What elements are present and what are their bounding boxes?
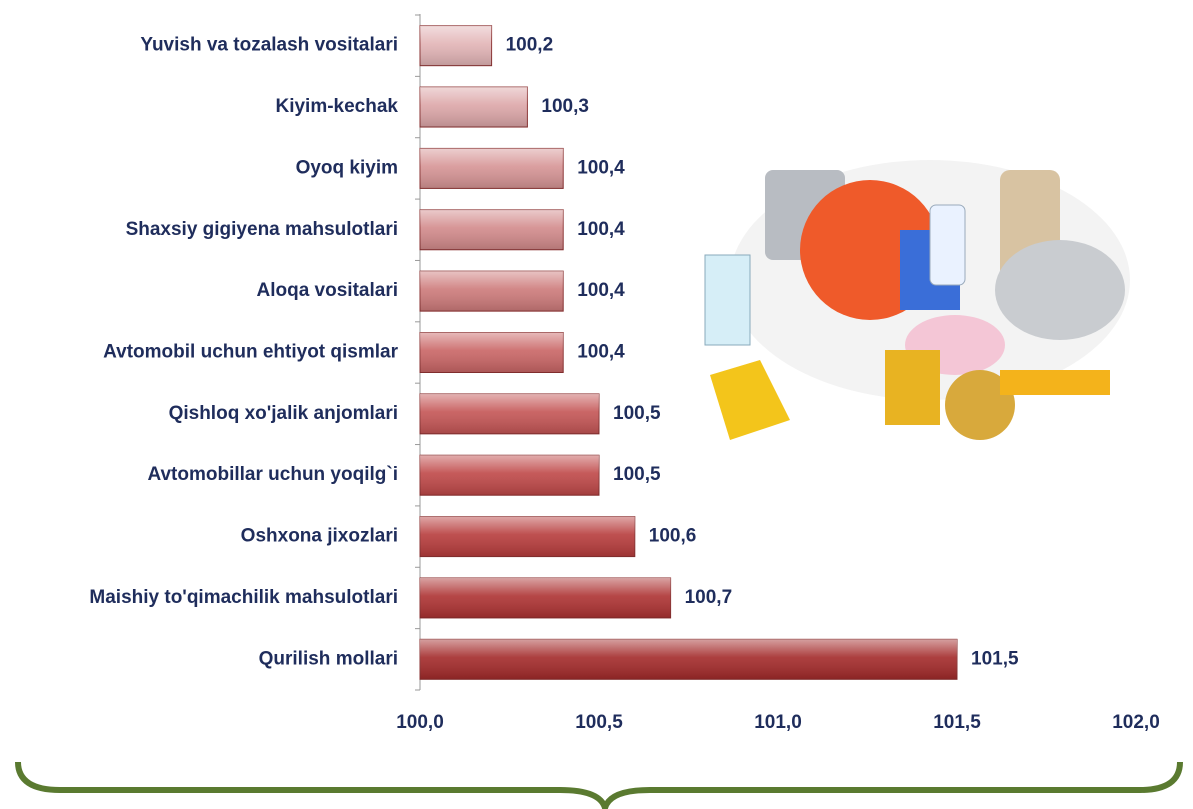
value-label: 100,4: [577, 157, 625, 178]
value-label: 100,3: [541, 96, 589, 117]
product-illustration: [704, 160, 1130, 440]
bar-shine: [420, 393, 599, 434]
y-tick-label: Qishloq xo'jalik anjomlari: [169, 403, 398, 424]
y-tick-label: Oshxona jixozlari: [241, 526, 398, 547]
x-tick-label: 102,0: [1112, 712, 1160, 733]
y-tick-label: Kiyim-kechak: [275, 96, 398, 117]
y-tick-label: Avtomobillar uchun yoqilg`i: [147, 464, 398, 485]
bar-shine: [420, 455, 599, 496]
bar-shine: [420, 209, 564, 250]
y-tick-label: Avtomobil uchun ehtiyot qismlar: [103, 342, 398, 363]
x-tick-label: 100,5: [575, 712, 623, 733]
bar-shine: [420, 271, 564, 312]
bar-shine: [420, 516, 635, 557]
value-label: 100,2: [506, 35, 554, 56]
value-label: 101,5: [971, 648, 1019, 669]
x-tick-label: 101,5: [933, 712, 981, 733]
value-label: 100,4: [577, 219, 625, 240]
y-tick-label: Maishiy to'qimachilik mahsulotlari: [89, 587, 398, 608]
value-label: 100,4: [577, 280, 625, 301]
bar-shine: [420, 577, 671, 618]
bar-shine: [420, 148, 564, 189]
brace: [15, 761, 1183, 809]
value-label: 100,6: [649, 526, 697, 547]
value-label: 100,7: [685, 587, 733, 608]
y-tick-label: Qurilish mollari: [259, 648, 398, 669]
value-label: 100,5: [613, 464, 661, 485]
y-tick-label: Yuvish va tozalash vositalari: [140, 35, 398, 56]
y-tick-label: Shaxsiy gigiyena mahsulotlari: [126, 219, 398, 240]
y-tick-label: Oyoq kiyim: [296, 157, 398, 178]
x-tick-label: 100,0: [396, 712, 444, 733]
value-label: 100,4: [577, 342, 625, 363]
bar-shine: [420, 25, 492, 66]
y-tick-label: Aloqa vositalari: [257, 280, 399, 301]
bar-shine: [420, 87, 528, 128]
bar-shine: [420, 332, 564, 373]
x-tick-label: 101,0: [754, 712, 802, 733]
value-label: 100,5: [613, 403, 661, 424]
bar-shine: [420, 639, 957, 680]
